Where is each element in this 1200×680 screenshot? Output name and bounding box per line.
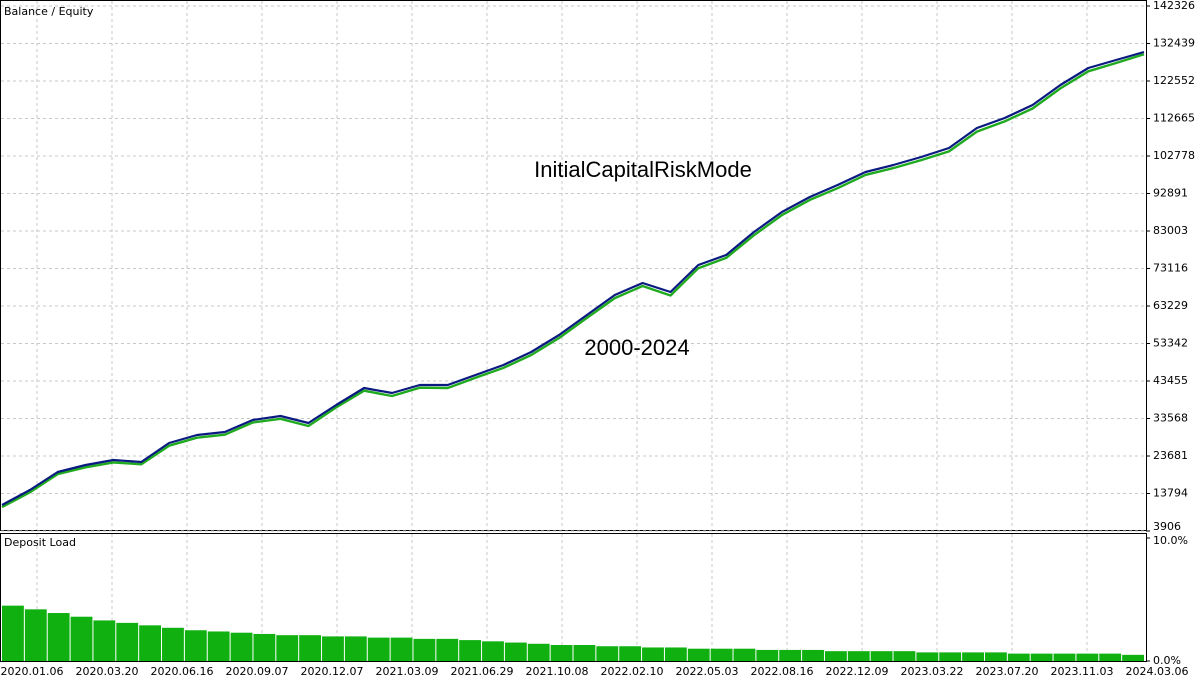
y-tick-label: 13794 — [1153, 486, 1188, 499]
y-tick-label: 102778 — [1153, 149, 1195, 162]
marks — [1, 50, 1145, 661]
bar — [573, 645, 596, 661]
x-tick-label: 2021.06.29 — [451, 665, 514, 678]
y-tick-label: 10.0% — [1153, 534, 1188, 547]
bar — [893, 651, 916, 661]
bar — [2, 605, 24, 661]
bar — [824, 651, 847, 661]
bar — [47, 613, 70, 661]
x-tick-label: 2020.12.07 — [301, 665, 364, 678]
bar — [459, 640, 482, 661]
bar — [1122, 654, 1144, 661]
legend-separator: / — [48, 5, 59, 18]
y-tick-label: 53342 — [1153, 336, 1188, 349]
bar — [253, 633, 276, 661]
bar — [687, 648, 710, 661]
y-tick-label: 83003 — [1153, 224, 1188, 237]
x-tick-label: 2022.05.03 — [676, 665, 739, 678]
x-tick-label: 2023.11.03 — [1051, 665, 1114, 678]
bar — [207, 631, 230, 661]
bar — [482, 641, 504, 661]
bar — [779, 649, 802, 661]
load-title: Deposit Load — [4, 536, 76, 549]
bar — [939, 652, 962, 661]
x-tick-label: 2023.07.20 — [976, 665, 1039, 678]
bar — [1076, 653, 1099, 661]
bar — [1099, 653, 1122, 661]
x-tick-label: 2020.03.20 — [76, 665, 139, 678]
y-tick-label: 23681 — [1153, 449, 1188, 462]
x-tick-label: 2022.08.16 — [751, 665, 814, 678]
bar — [70, 616, 93, 661]
bar — [504, 642, 527, 661]
x-tick-label: 2020.01.06 — [1, 665, 64, 678]
y-tick-label: 63229 — [1153, 299, 1188, 312]
bar — [436, 638, 459, 661]
series-line — [1, 50, 1145, 506]
bar — [619, 646, 642, 661]
bar — [276, 635, 299, 661]
grid — [1, 1, 1150, 662]
y-tick-label: 33568 — [1153, 411, 1188, 424]
x-tick-label: 2024.03.06 — [1126, 665, 1189, 678]
legend-balance: Balance — [4, 5, 48, 18]
bar — [184, 630, 207, 661]
bar — [733, 648, 756, 661]
y-tick-label: 43455 — [1153, 374, 1188, 387]
bar — [527, 643, 550, 661]
y-tick-label: 3906 — [1153, 520, 1181, 533]
x-tick-label: 2022.02.10 — [601, 665, 664, 678]
y-tick-label: 132439 — [1153, 36, 1195, 49]
bar — [116, 622, 139, 661]
bar — [642, 647, 664, 661]
x-tick-label: 2020.06.16 — [151, 665, 214, 678]
bar — [322, 636, 344, 661]
bar — [984, 652, 1007, 661]
x-tick-label: 2021.03.09 — [376, 665, 439, 678]
bar — [24, 609, 47, 661]
series-line — [1, 53, 1145, 509]
bar — [367, 637, 390, 661]
bar — [870, 651, 893, 661]
bar — [139, 625, 162, 661]
bar — [1007, 653, 1030, 661]
y-tick-label: 92891 — [1153, 186, 1188, 199]
x-tick-label: 2023.03.22 — [901, 665, 964, 678]
bar — [710, 648, 733, 661]
x-tick-label: 2022.12.09 — [826, 665, 889, 678]
y-tick-label: 73116 — [1153, 262, 1188, 275]
bar — [162, 627, 184, 661]
x-tick-label: 2021.10.08 — [526, 665, 589, 678]
bar — [847, 651, 870, 661]
bar — [596, 646, 619, 661]
main-panel — [0, 0, 1147, 531]
bar — [916, 652, 939, 661]
bar — [230, 632, 253, 661]
bar — [664, 647, 687, 661]
y-tick-label: 0.0% — [1153, 654, 1181, 667]
bar — [756, 649, 779, 661]
bar — [299, 635, 322, 661]
bar — [413, 638, 436, 661]
bar — [802, 649, 824, 661]
legend-equity: Equity — [59, 5, 94, 18]
bar — [1030, 653, 1053, 661]
y-tick-label: 112665 — [1153, 111, 1195, 124]
bar — [93, 620, 116, 661]
bar — [1053, 653, 1076, 661]
annotation: 2000-2024 — [584, 335, 689, 360]
bar — [344, 636, 367, 661]
bar — [962, 652, 984, 661]
y-tick-label: 142326 — [1153, 0, 1195, 12]
bar — [550, 645, 573, 661]
annotation: InitialCapitalRiskMode — [534, 157, 752, 182]
y-tick-label: 122552 — [1153, 74, 1195, 87]
bar — [390, 637, 413, 661]
x-tick-label: 2020.09.07 — [226, 665, 289, 678]
